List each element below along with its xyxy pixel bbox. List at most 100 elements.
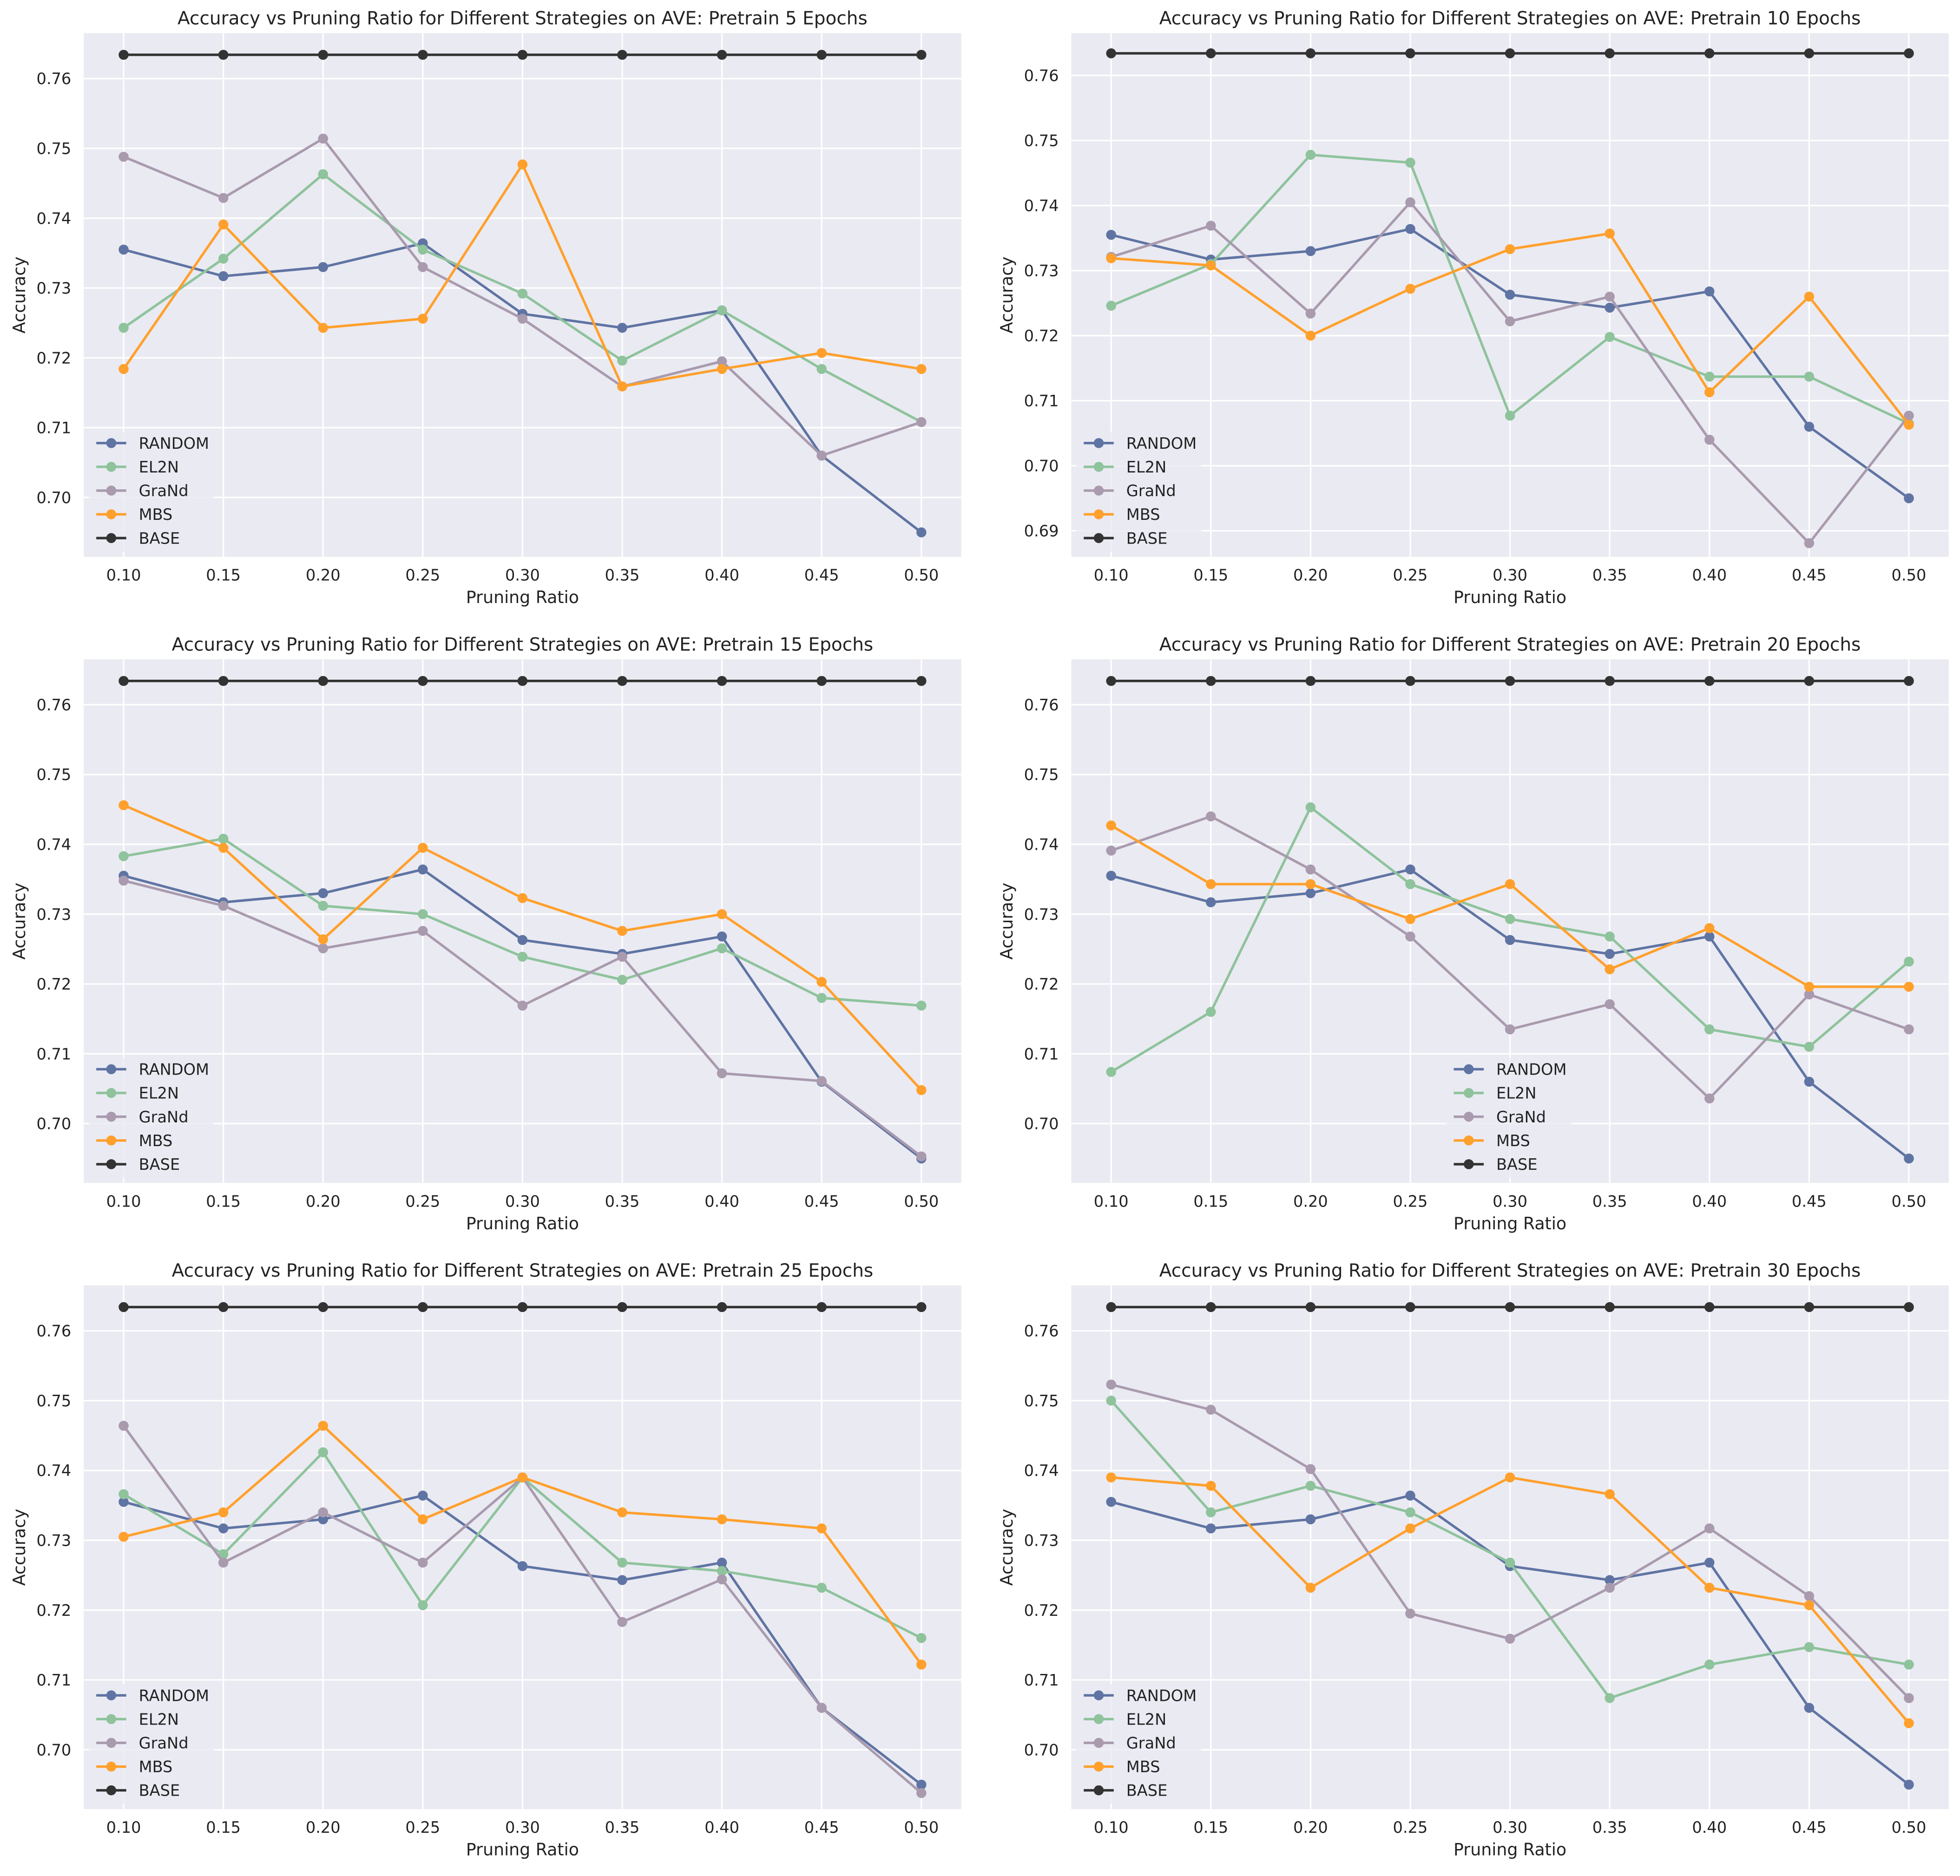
x-tick-label: 0.50 bbox=[1892, 1192, 1927, 1210]
data-point-base bbox=[1904, 48, 1914, 59]
x-tick-label: 0.10 bbox=[106, 1192, 141, 1210]
data-point-base bbox=[418, 676, 428, 686]
legend-swatch-marker bbox=[1093, 438, 1104, 448]
data-point-grand bbox=[816, 1703, 827, 1713]
legend-swatch-marker bbox=[1464, 1135, 1474, 1146]
data-point-mbs bbox=[1206, 260, 1216, 271]
y-tick-label: 0.76 bbox=[1024, 1322, 1059, 1340]
data-point-grand bbox=[617, 1617, 627, 1627]
data-point-el2n bbox=[916, 1000, 927, 1011]
data-point-mbs bbox=[318, 322, 329, 333]
legend-box bbox=[88, 1058, 214, 1178]
data-point-base bbox=[816, 50, 827, 60]
legend-label: BASE bbox=[1126, 529, 1168, 547]
data-point-base bbox=[1405, 676, 1415, 686]
x-axis-label: Pruning Ratio bbox=[1454, 1839, 1566, 1859]
data-point-el2n bbox=[1804, 1042, 1815, 1052]
data-point-mbs bbox=[916, 1660, 927, 1670]
data-point-base bbox=[1605, 48, 1615, 59]
chart-title: Accuracy vs Pruning Ratio for Different … bbox=[172, 1260, 874, 1281]
data-point-grand bbox=[318, 1507, 329, 1518]
y-axis-label: Accuracy bbox=[997, 1509, 1017, 1586]
legend-swatch-marker bbox=[1093, 1738, 1104, 1748]
x-tick-label: 0.10 bbox=[1094, 566, 1129, 584]
data-point-mbs bbox=[1206, 879, 1216, 889]
x-tick-label: 0.15 bbox=[1193, 1818, 1228, 1837]
y-tick-label: 0.76 bbox=[1024, 696, 1059, 714]
data-point-grand bbox=[916, 1788, 927, 1798]
legend-swatch-marker bbox=[1093, 485, 1104, 496]
data-point-base bbox=[717, 676, 727, 686]
data-point-el2n bbox=[617, 1557, 627, 1568]
y-tick-label: 0.73 bbox=[1024, 262, 1059, 280]
data-point-random bbox=[1904, 493, 1914, 504]
data-point-base bbox=[1704, 676, 1715, 686]
data-point-grand bbox=[418, 262, 428, 272]
data-point-el2n bbox=[1605, 931, 1615, 942]
data-point-random bbox=[1206, 1523, 1216, 1534]
x-tick-label: 0.40 bbox=[1692, 566, 1727, 584]
data-point-random bbox=[717, 1557, 727, 1568]
data-point-random bbox=[1804, 1076, 1815, 1087]
legend-label: RANDOM bbox=[139, 434, 209, 453]
data-point-mbs bbox=[717, 909, 727, 919]
data-point-mbs bbox=[1605, 964, 1615, 975]
y-tick-label: 0.76 bbox=[1024, 67, 1059, 85]
data-point-el2n bbox=[1505, 410, 1515, 421]
data-point-base bbox=[517, 1302, 528, 1312]
y-axis-label: Accuracy bbox=[9, 1509, 29, 1586]
data-point-grand bbox=[1904, 410, 1914, 421]
chart-title: Accuracy vs Pruning Ratio for Different … bbox=[1159, 8, 1861, 29]
data-point-grand bbox=[1206, 1404, 1216, 1415]
legend-label: RANDOM bbox=[1126, 1686, 1197, 1705]
data-point-mbs bbox=[816, 348, 827, 358]
data-point-random bbox=[1305, 1514, 1316, 1525]
data-point-mbs bbox=[717, 1514, 727, 1525]
y-tick-label: 0.73 bbox=[1024, 1531, 1059, 1549]
legend-label: EL2N bbox=[139, 458, 179, 476]
legend-label: GraNd bbox=[139, 1734, 189, 1752]
data-point-mbs bbox=[617, 1507, 627, 1518]
data-point-grand bbox=[1106, 1379, 1116, 1390]
x-tick-label: 0.25 bbox=[405, 1818, 440, 1837]
data-point-mbs bbox=[418, 843, 428, 853]
data-point-random bbox=[1804, 1703, 1815, 1713]
y-tick-label: 0.71 bbox=[36, 419, 71, 437]
data-point-mbs bbox=[1904, 1718, 1914, 1728]
data-point-base bbox=[1904, 676, 1914, 686]
data-point-random bbox=[1505, 935, 1515, 945]
data-point-el2n bbox=[1405, 879, 1415, 889]
legend-label: GraNd bbox=[1126, 482, 1176, 500]
legend-label: RANDOM bbox=[139, 1686, 209, 1705]
data-point-grand bbox=[1804, 538, 1815, 548]
x-tick-label: 0.30 bbox=[1493, 1818, 1527, 1837]
y-tick-label: 0.71 bbox=[36, 1671, 71, 1689]
data-point-grand bbox=[816, 1076, 827, 1086]
data-point-mbs bbox=[1305, 1582, 1316, 1593]
y-axis-label: Accuracy bbox=[997, 256, 1017, 334]
y-tick-label: 0.75 bbox=[36, 766, 71, 784]
data-point-base bbox=[517, 50, 528, 60]
x-tick-label: 0.20 bbox=[1293, 1192, 1328, 1210]
x-axis-label: Pruning Ratio bbox=[466, 1839, 579, 1859]
data-point-el2n bbox=[1106, 1396, 1116, 1406]
data-point-el2n bbox=[418, 909, 428, 919]
x-tick-label: 0.20 bbox=[1293, 1818, 1328, 1837]
legend-swatch-marker bbox=[1093, 1690, 1104, 1700]
data-point-mbs bbox=[1804, 291, 1815, 302]
data-point-mbs bbox=[617, 381, 627, 392]
legend-swatch-marker bbox=[106, 438, 117, 448]
data-point-grand bbox=[118, 151, 129, 162]
x-tick-label: 0.30 bbox=[1493, 566, 1527, 584]
data-point-random bbox=[318, 888, 329, 899]
data-point-grand bbox=[318, 133, 329, 144]
data-point-random bbox=[1704, 1557, 1715, 1568]
legend-swatch-marker bbox=[106, 462, 117, 472]
data-point-grand bbox=[1704, 1523, 1715, 1534]
legend-swatch-marker bbox=[1464, 1111, 1474, 1122]
data-point-el2n bbox=[816, 364, 827, 374]
data-point-el2n bbox=[1704, 1024, 1715, 1035]
data-point-base bbox=[118, 676, 129, 686]
y-tick-label: 0.70 bbox=[36, 1115, 71, 1133]
data-point-random bbox=[916, 1779, 927, 1790]
